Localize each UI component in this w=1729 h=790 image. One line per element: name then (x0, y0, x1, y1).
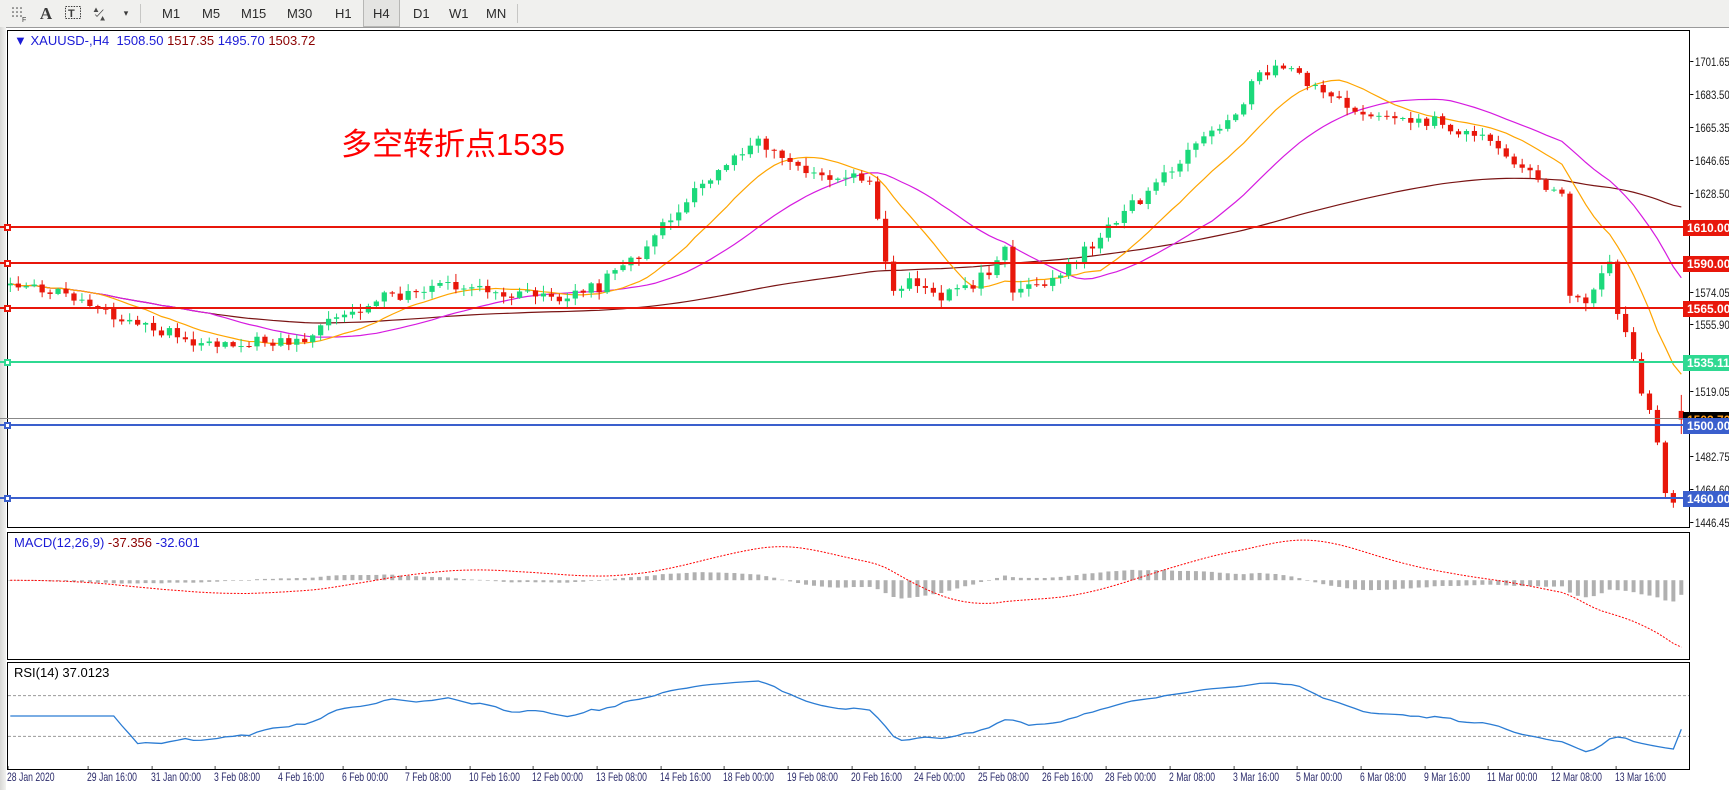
svg-text:T: T (68, 8, 75, 20)
svg-text:F: F (22, 17, 26, 22)
